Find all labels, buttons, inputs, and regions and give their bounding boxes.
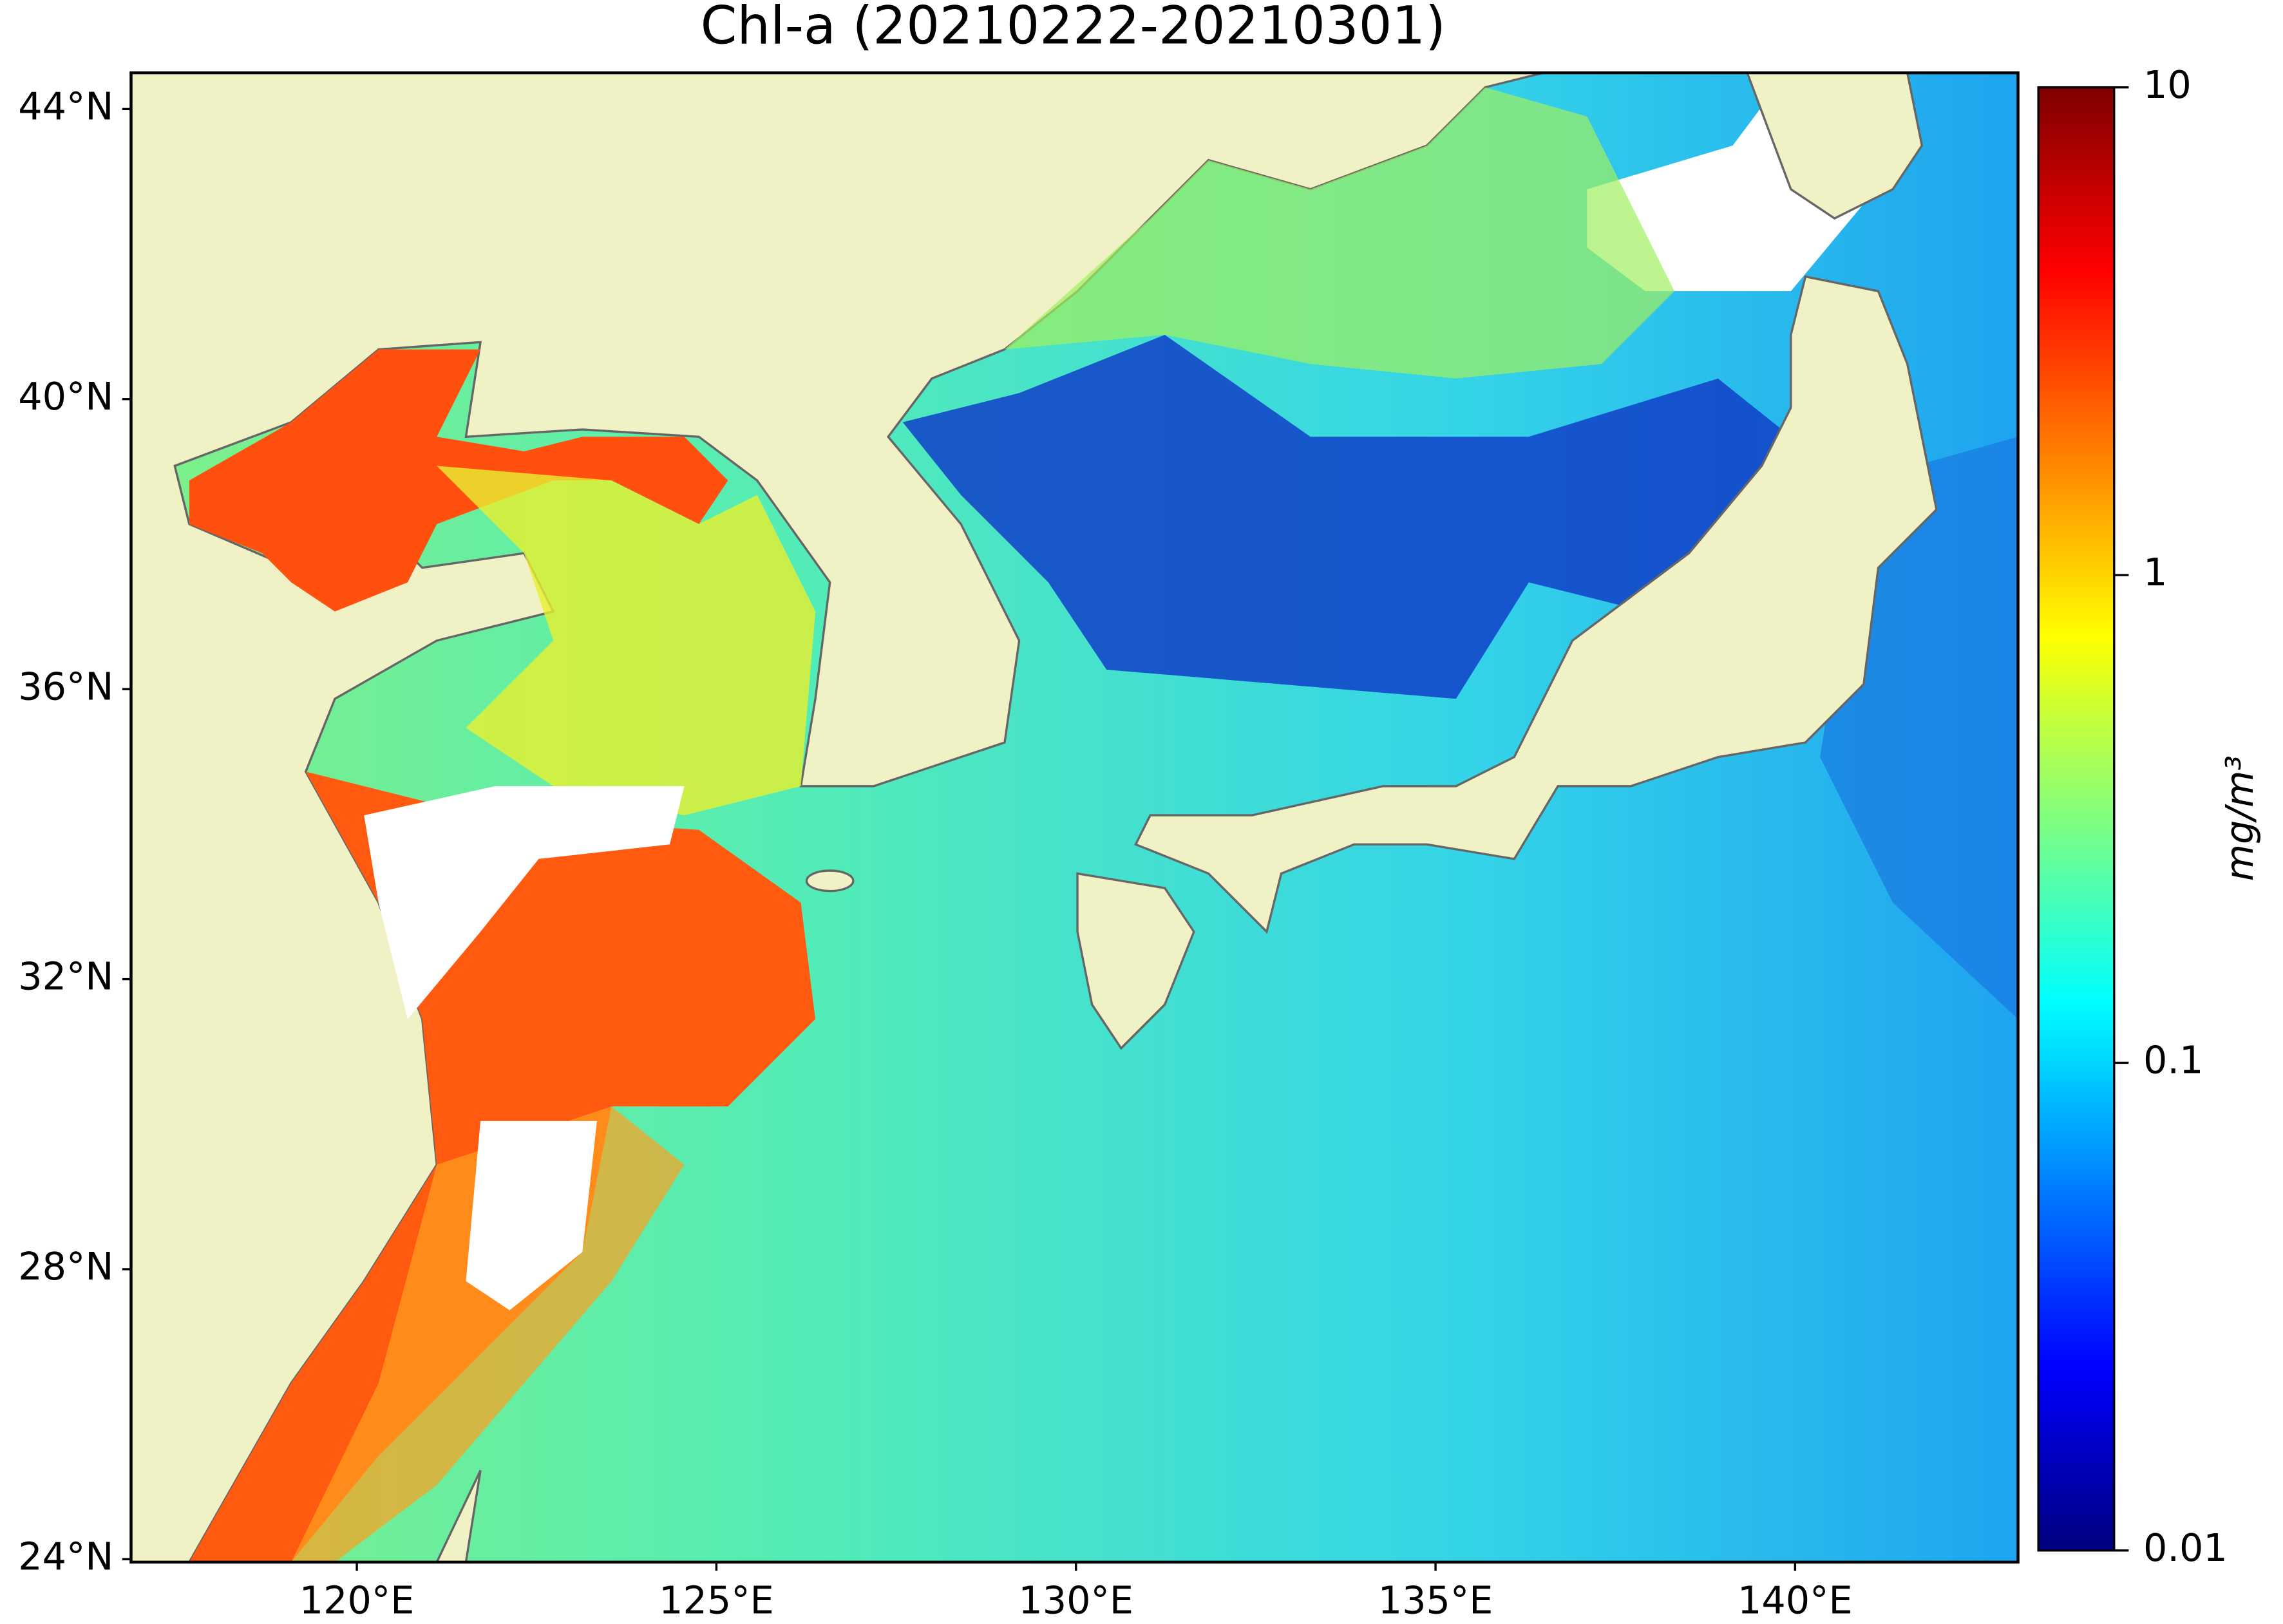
colorbar-label: mg/m³	[2217, 755, 2262, 881]
kyushu	[1076, 872, 1195, 1050]
yellow-sea	[437, 466, 816, 816]
y-tick-label: 40°N	[18, 374, 113, 419]
taiwan	[435, 1469, 482, 1562]
title: Chl-a (20210222-20210301)	[701, 0, 1446, 57]
y-tick-label: 36°N	[18, 664, 113, 708]
cloud	[364, 786, 685, 1019]
colorbar-tick-label: 1	[2143, 550, 2167, 594]
japan-sea-mid	[1004, 87, 1674, 379]
x-tick-label: 135°E	[1378, 1578, 1493, 1622]
y-tick-label: 24°N	[18, 1534, 113, 1579]
x-tick-label: 125°E	[659, 1578, 774, 1622]
japan-sea-low	[902, 335, 1791, 699]
colorbar	[2037, 86, 2116, 1552]
y-tick-label: 28°N	[18, 1244, 113, 1289]
map-frame	[129, 71, 2020, 1564]
cloud	[466, 1120, 597, 1310]
x-tick-label: 140°E	[1738, 1578, 1853, 1622]
y-tick-label: 32°N	[18, 954, 113, 999]
honshu	[1134, 275, 1938, 934]
x-tick-label: 130°E	[1018, 1578, 1133, 1622]
x-tick-label: 120°E	[299, 1578, 415, 1622]
coast-orange	[291, 1106, 685, 1562]
hokkaido	[1746, 73, 1924, 220]
jeju	[805, 869, 855, 892]
y-tick-label: 44°N	[18, 84, 113, 128]
colorbar-tick-label: 0.1	[2143, 1038, 2203, 1082]
colorbar-tick-label: 0.01	[2143, 1525, 2228, 1570]
colorbar-tick-label: 10	[2143, 62, 2192, 107]
map	[131, 73, 2018, 1562]
